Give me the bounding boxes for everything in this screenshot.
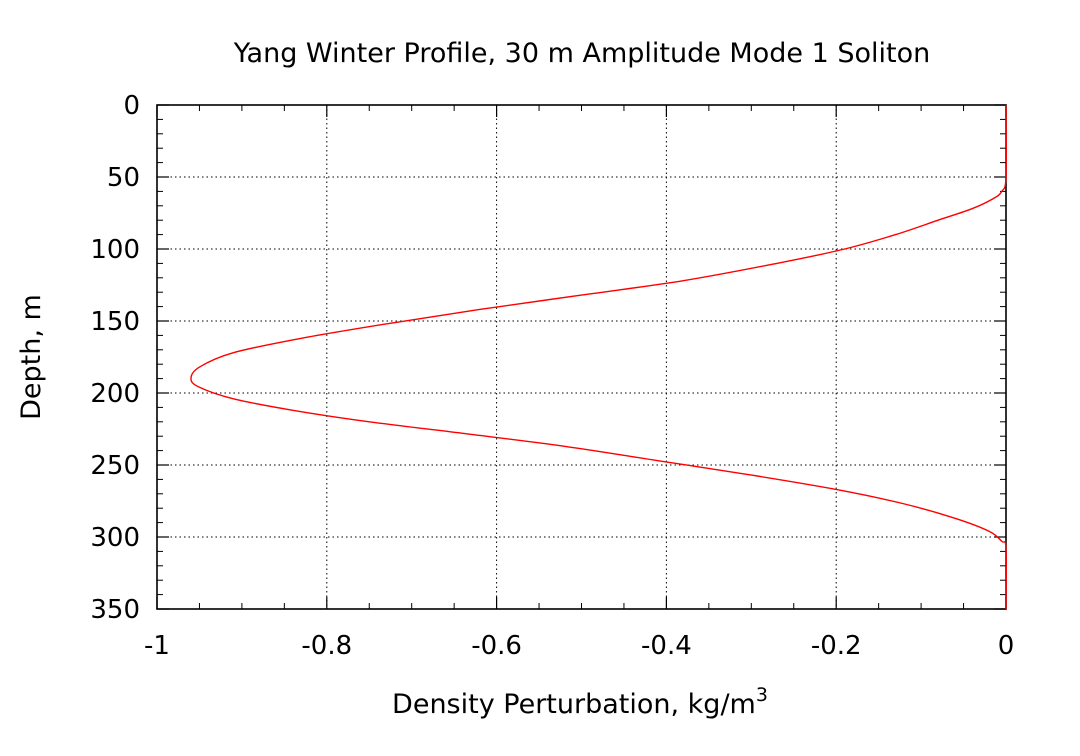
y-tick-label: 300 [90, 523, 140, 553]
minor-ticks [157, 105, 1006, 609]
x-tick-labels: -1 -0.8 -0.6 -0.4 -0.2 0 [144, 631, 1014, 661]
y-tick-label: 100 [90, 235, 140, 265]
y-tick-label: 150 [90, 307, 140, 337]
y-tick-label: 350 [90, 595, 140, 625]
y-tick-label: 50 [107, 163, 140, 193]
major-ticks [156, 104, 1007, 610]
series-line [190, 104, 1008, 610]
y-tick-labels: 0 50 100 150 200 250 300 350 [90, 91, 140, 625]
chart-title: Yang Winter Profile, 30 m Amplitude Mode… [233, 38, 930, 69]
x-tick-label: -0.8 [301, 631, 352, 661]
y-tick-label: 0 [123, 91, 140, 121]
series-layer [190, 104, 1008, 610]
plot-frame [156, 104, 1007, 610]
y-tick-label: 250 [90, 451, 140, 481]
x-tick-label: -1 [144, 631, 170, 661]
x-tick-label: -0.4 [641, 631, 692, 661]
x-tick-label: -0.2 [811, 631, 862, 661]
x-axis-label-main: Density Perturbation, kg/m [392, 689, 756, 720]
grid [157, 105, 1006, 609]
x-tick-label: 0 [998, 631, 1015, 661]
x-axis-label-superscript: 3 [756, 684, 768, 706]
y-tick-label: 200 [90, 379, 140, 409]
x-tick-label: -0.6 [471, 631, 522, 661]
x-axis-label: Density Perturbation, kg/m3 [392, 684, 768, 720]
y-axis-label: Depth, m [16, 294, 47, 420]
